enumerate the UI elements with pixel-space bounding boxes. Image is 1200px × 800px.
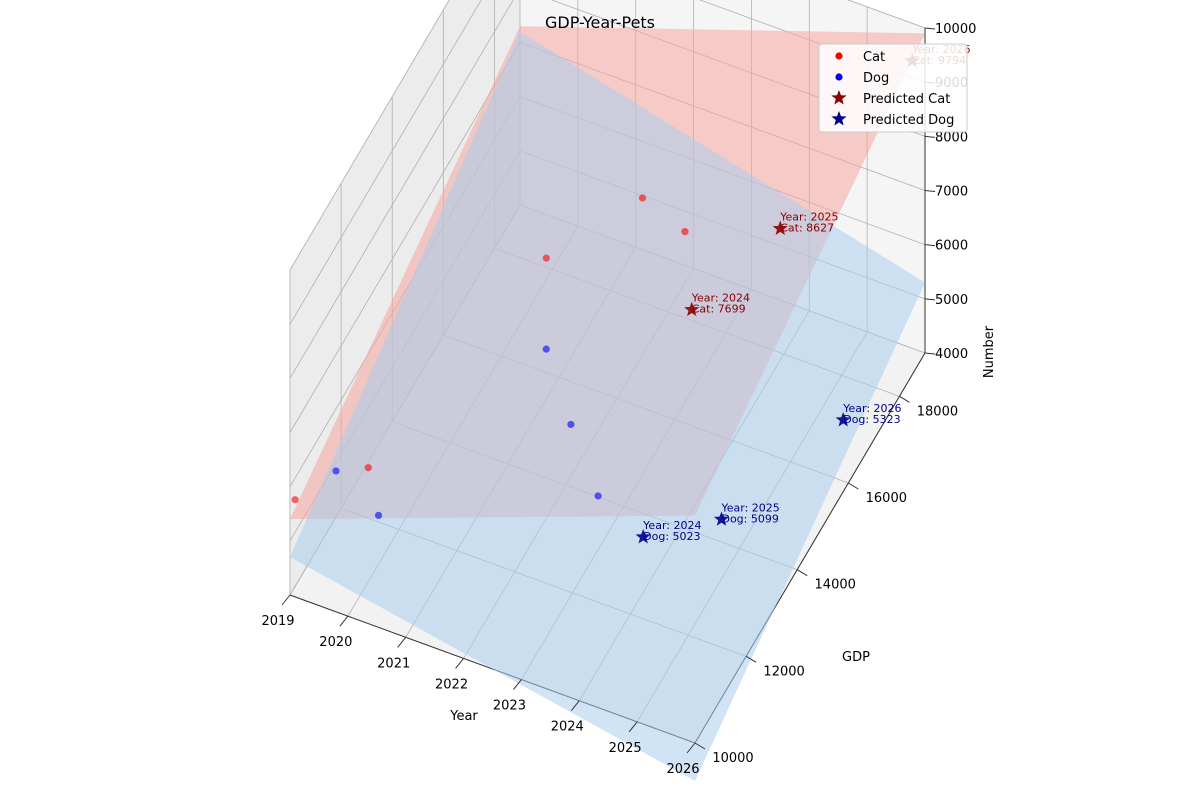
point-annotation: Year: 2024 Cat: 7699 — [691, 292, 750, 316]
point-annotation: Year: 2025 Dog: 5099 — [720, 501, 779, 525]
z-tick-mark — [924, 190, 936, 192]
data-point — [681, 228, 689, 236]
x-tick-label: 2019 — [261, 614, 294, 629]
x-tick-mark — [397, 636, 407, 648]
x-tick-mark — [455, 658, 464, 669]
x-tick-mark — [513, 679, 522, 690]
y-tick-label: 10000 — [712, 751, 753, 766]
x-tick-label: 2026 — [666, 762, 699, 777]
regression-surfaces — [290, 26, 925, 781]
x-tick-mark — [686, 742, 696, 754]
y-axis-label: GDP — [842, 650, 870, 665]
z-tick-label: 8000 — [935, 130, 968, 145]
y-tick-mark — [694, 742, 706, 750]
z-tick-label: 5000 — [935, 293, 968, 308]
x-tick-label: 2025 — [609, 741, 642, 756]
data-point — [542, 254, 550, 262]
data-point — [567, 420, 575, 429]
x-tick-label: 2021 — [377, 656, 410, 671]
legend-marker — [835, 73, 843, 81]
z-tick-mark — [924, 244, 936, 247]
z-tick-mark — [924, 135, 936, 138]
legend-label: Dog — [863, 71, 889, 86]
grid-line-number-left — [289, 42, 521, 433]
point-annotation: Year: 2025 Cat: 8627 — [779, 211, 838, 235]
y-tick-label: 14000 — [815, 578, 856, 593]
y-tick-mark — [745, 655, 757, 663]
grid-line-number-left — [289, 0, 514, 379]
legend-marker — [831, 111, 847, 126]
chart-title: GDP-Year-Pets — [545, 13, 655, 32]
point-annotation: Year: 2024 Dog: 5023 — [642, 519, 701, 543]
x-axis-label: Year — [449, 709, 478, 724]
legend-label: Predicted Cat — [863, 92, 950, 107]
data-point — [594, 492, 602, 500]
x-tick-mark — [570, 700, 580, 712]
predicted-point — [684, 301, 700, 317]
legend-box — [818, 43, 968, 133]
y-tick-mark — [848, 482, 859, 490]
data-point — [332, 467, 340, 475]
z-tick-label: 7000 — [935, 185, 968, 200]
legend-marker — [835, 52, 843, 60]
x-tick-mark — [339, 615, 349, 627]
grid-line-number-left — [289, 0, 450, 271]
legend-label: Predicted Dog — [863, 113, 954, 128]
x-tick-label: 2020 — [319, 635, 352, 650]
x-tick-label: 2023 — [493, 699, 526, 714]
grid-line-number-back — [847, 0, 926, 29]
predicted-point — [835, 412, 851, 427]
data-point — [364, 464, 372, 472]
z-tick-label: 10000 — [935, 22, 976, 37]
z-tick-mark — [924, 298, 936, 301]
axis-ticks: 2019 2020 2021 2022 2023 2024 2025 2026 10000 120… — [261, 22, 976, 777]
x-tick-mark — [281, 594, 291, 606]
data-point — [374, 511, 383, 519]
y-tick-label: 18000 — [917, 404, 958, 419]
z-tick-label: 6000 — [935, 239, 968, 254]
data-point — [291, 496, 299, 504]
legend-label: Cat — [863, 50, 885, 65]
x-tick-label: 2022 — [435, 677, 468, 692]
grid-line-number-left — [289, 0, 482, 325]
x-tick-label: 2024 — [551, 720, 584, 735]
y-tick-mark — [899, 395, 910, 403]
surface-dog — [290, 31, 925, 781]
predicted-point — [713, 511, 730, 526]
legend: Cat Dog Predicted Cat Predicted Dog — [818, 43, 968, 133]
data-point — [542, 345, 550, 353]
y-tick-mark — [796, 569, 808, 577]
z-tick-mark — [924, 352, 936, 355]
x-tick-mark — [628, 721, 638, 733]
predicted-point — [772, 220, 788, 236]
y-tick-label: 12000 — [763, 664, 804, 679]
z-tick-label: 4000 — [935, 347, 968, 362]
predicted-point — [635, 528, 651, 544]
legend-marker — [831, 90, 847, 105]
z-tick-mark — [924, 27, 936, 30]
point-annotation: Year: 2026 Dog: 5323 — [842, 402, 901, 426]
data-point — [638, 194, 647, 202]
z-axis-label: Number — [982, 325, 997, 378]
y-tick-label: 16000 — [866, 491, 907, 506]
